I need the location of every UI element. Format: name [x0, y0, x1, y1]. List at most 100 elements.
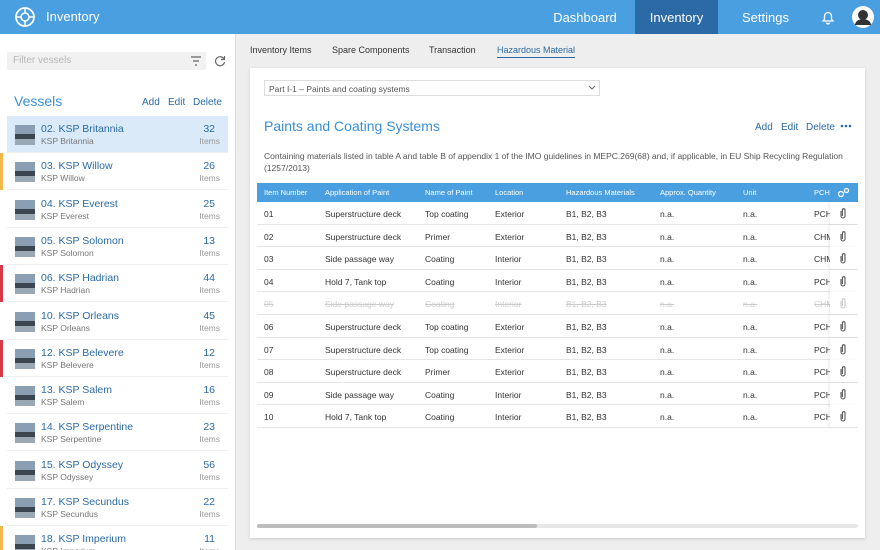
vessel-item[interactable]: 15. KSP Odyssey KSP Odyssey 56 Items: [7, 452, 228, 489]
filter-input[interactable]: Filter vessels: [7, 52, 206, 70]
table-cell: Coating: [425, 276, 455, 287]
more-menu[interactable]: [840, 123, 852, 129]
vessel-item[interactable]: 06. KSP Hadrian KSP Hadrian 44 Items: [0, 265, 228, 303]
vessel-item[interactable]: 14. KSP Serpentine KSP Serpentine 23 Items: [7, 414, 228, 452]
table-cell: PCH: [814, 389, 832, 400]
nav-item[interactable]: Settings: [742, 9, 789, 25]
nav-item[interactable]: Inventory: [635, 0, 718, 34]
vessel-marker: [0, 153, 3, 191]
vessel-thumbnail: [15, 348, 35, 369]
column-header: Unit: [743, 188, 757, 197]
column-header: PCH: [814, 188, 830, 197]
refresh-icon[interactable]: [214, 55, 226, 67]
vessel-item[interactable]: 12. KSP Belevere KSP Belevere 12 Items: [0, 339, 228, 377]
attachment-icon[interactable]: [839, 410, 847, 422]
table-cell: CHM: [814, 299, 834, 310]
table-cell: 03: [264, 254, 274, 265]
tab[interactable]: Hazardous Material: [497, 45, 576, 58]
column-header: Name of Paint: [425, 188, 473, 197]
vessel-count-label: Items: [199, 471, 220, 482]
table-cell: B1, B2, B3: [566, 209, 607, 219]
vessel-count: 23: [203, 421, 215, 434]
table-cell: 01: [264, 209, 274, 219]
vessel-item[interactable]: 10. KSP Orleans KSP Orleans 45 Items: [7, 303, 228, 340]
table-cell: Superstructure deck: [325, 209, 402, 219]
sidebar: Filter vessels Vessels Add Edit Delete 02. …: [0, 34, 236, 550]
vessel-item[interactable]: 03. KSP Willow KSP Willow 26 Items: [0, 153, 228, 191]
vessel-action[interactable]: Add: [142, 97, 160, 108]
vessel-item[interactable]: 02. KSP Britannia KSP Britannia 32 Items: [7, 116, 228, 153]
attachment-cell: [830, 315, 858, 337]
vessel-thumbnail: [15, 535, 35, 550]
panel-action[interactable]: Edit: [781, 122, 799, 133]
filter-icon[interactable]: [190, 56, 202, 66]
vessel-marker: [0, 339, 3, 377]
attachment-cell: [830, 224, 858, 247]
table-row[interactable]: 10 Hold 7, Tank top Coating Interior B1, B2,…: [257, 405, 858, 428]
vessel-count-label: Items: [199, 210, 220, 221]
vessel-count: 44: [203, 272, 215, 285]
notifications[interactable]: [820, 9, 836, 25]
attachment-icon[interactable]: [839, 320, 847, 332]
attachment-icon[interactable]: [839, 252, 847, 264]
vessel-item[interactable]: 05. KSP Solomon KSP Solomon 13 Items: [7, 228, 228, 265]
vessel-item[interactable]: 18. KSP ImperiumKSP Imperium 11Items: [0, 526, 228, 550]
column-settings[interactable]: [837, 187, 850, 198]
table-cell: 07: [264, 344, 274, 355]
scrollbar[interactable]: [257, 524, 858, 528]
avatar[interactable]: [851, 5, 875, 29]
tab[interactable]: Inventory Items: [250, 45, 312, 55]
vessel-count: 45: [203, 309, 215, 322]
vessel-subtitle: KSP Solomon: [41, 247, 94, 258]
table-cell: B1, B2, B3: [566, 367, 607, 378]
part-dropdown[interactable]: Part I-1 – Paints and coating systems: [264, 80, 600, 96]
vessel-name: 13. KSP Salem: [41, 384, 113, 397]
table-row[interactable]: 09 Side passage way Coating Interior B1, B2,…: [257, 382, 858, 406]
table-cell: n.a.: [660, 299, 675, 310]
attachment-icon[interactable]: [839, 388, 847, 400]
attachment-icon[interactable]: [839, 207, 847, 219]
vessel-thumbnail: [15, 236, 35, 257]
table-row[interactable]: 06 Superstructure deck Top coating Exterior…: [257, 315, 858, 338]
attachment-icon[interactable]: [839, 275, 847, 287]
vessel-item[interactable]: 13. KSP Salem KSP Salem 16 Items: [7, 377, 228, 415]
tab[interactable]: Transaction: [429, 45, 476, 55]
panel-action[interactable]: Add: [755, 122, 773, 133]
vessel-subtitle: KSP Secundus: [41, 509, 99, 519]
table-row[interactable]: 07 Superstructure deck Top coating Exterior…: [257, 337, 858, 361]
vessel-count: 16: [203, 384, 215, 397]
table-row[interactable]: 01 Superstructure deck Top coating Exterior…: [257, 202, 858, 225]
table-cell: B1, B2, B3: [566, 322, 607, 332]
attachment-icon[interactable]: [839, 297, 847, 309]
attachment-icon[interactable]: [839, 343, 847, 355]
table-row[interactable]: 04 Hold 7, Tank top Coating Interior B1, B2,…: [257, 269, 858, 293]
table-cell: CHM: [814, 254, 834, 265]
vessel-count-label: Items: [199, 285, 220, 296]
vessel-action[interactable]: Delete: [193, 97, 222, 108]
vessel-item[interactable]: 17. KSP Secundus KSP Secundus 22 Items: [7, 489, 228, 526]
table-cell: n.a.: [660, 209, 675, 219]
vessel-thumbnail: [15, 274, 35, 295]
vessel-action[interactable]: Edit: [168, 97, 186, 108]
table-row[interactable]: 08 Superstructure deck Primer Exterior B1, B…: [257, 360, 858, 383]
tab[interactable]: Spare Components: [332, 45, 410, 55]
attachment-icon[interactable]: [839, 230, 847, 242]
vessel-item[interactable]: 04. KSP Everest KSP Everest 25 Items: [7, 191, 228, 228]
column-header: Application of Paint: [325, 188, 390, 197]
nav-item[interactable]: Dashboard: [553, 9, 617, 25]
scrollbar-thumb[interactable]: [257, 524, 537, 528]
vessel-thumbnail: [15, 423, 35, 444]
vessel-count-label: Items: [199, 322, 220, 333]
table-cell: B1, B2, B3: [566, 344, 607, 355]
table-cell: Interior: [495, 412, 522, 423]
table-cell: B1, B2, B3: [566, 254, 607, 265]
table-cell: Interior: [495, 389, 522, 400]
table-row[interactable]: 05 Side passage way Coating Interior B1, B2,…: [257, 292, 858, 315]
table-row[interactable]: 03 Side passage way Coating Interior B1, B2,…: [257, 247, 858, 270]
attachment-icon[interactable]: [839, 365, 847, 377]
app-title: Inventory: [46, 9, 100, 24]
table-row[interactable]: 02 Superstructure deck Primer Exterior B1, B…: [257, 224, 858, 248]
panel-action[interactable]: Delete: [806, 122, 835, 133]
table-cell: CHM: [814, 231, 834, 242]
table-cell: PCH: [814, 344, 832, 355]
